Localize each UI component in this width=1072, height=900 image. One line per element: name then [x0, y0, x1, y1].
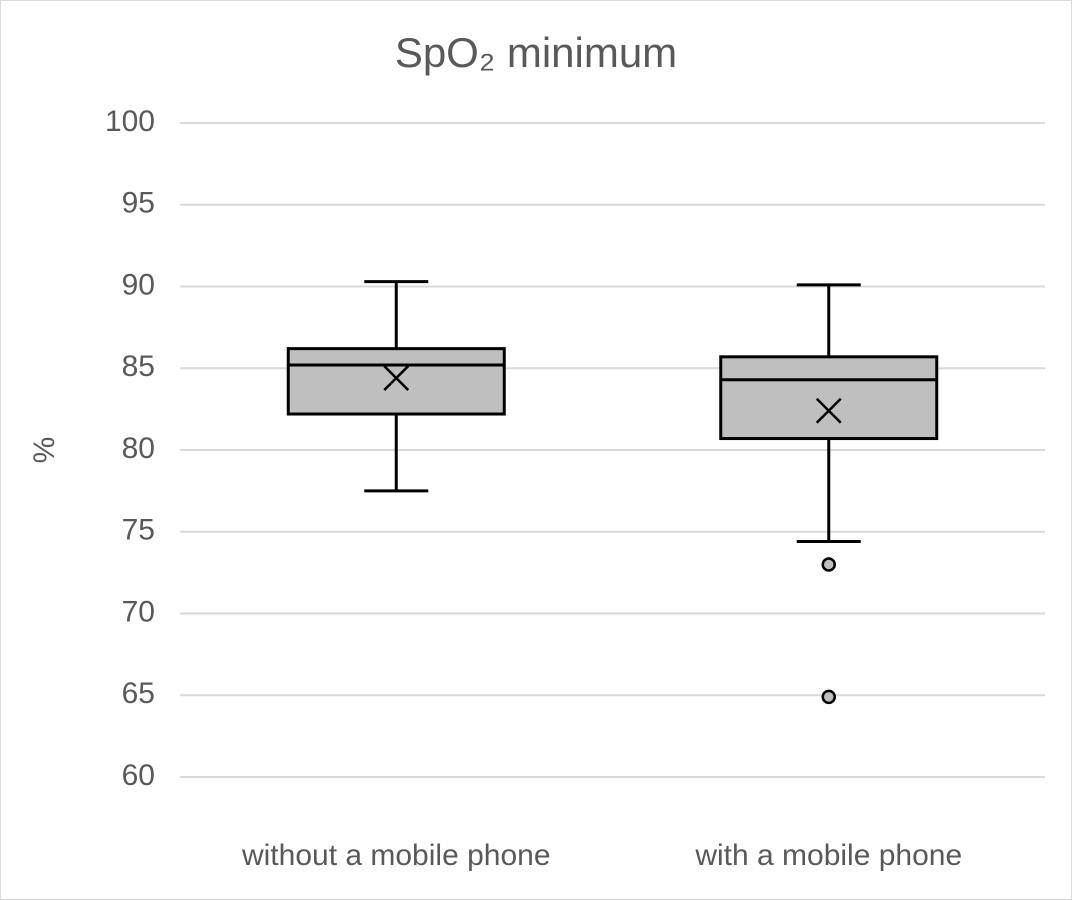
box: [286, 347, 506, 416]
outlier: [821, 557, 836, 572]
x-tick-label: with a mobile phone: [694, 839, 962, 872]
y-tick-label: 80: [122, 432, 155, 465]
y-tick-label: 60: [122, 759, 155, 792]
y-axis-label: %: [28, 437, 61, 464]
box: [719, 355, 939, 441]
y-tick-label: 100: [105, 105, 155, 138]
mean-marker: [383, 365, 410, 391]
x-tick-label: without a mobile phone: [241, 839, 551, 872]
y-tick-label: 75: [122, 514, 155, 547]
y-tick-label: 70: [122, 595, 155, 628]
chart-title: SpO₂ minimum: [395, 29, 677, 76]
outlier: [821, 689, 836, 705]
mean-marker: [815, 397, 842, 424]
y-tick-label: 95: [122, 187, 155, 220]
y-tick-label: 85: [122, 350, 155, 383]
y-tick-label: 90: [122, 268, 155, 301]
y-tick-label: 65: [122, 677, 155, 710]
